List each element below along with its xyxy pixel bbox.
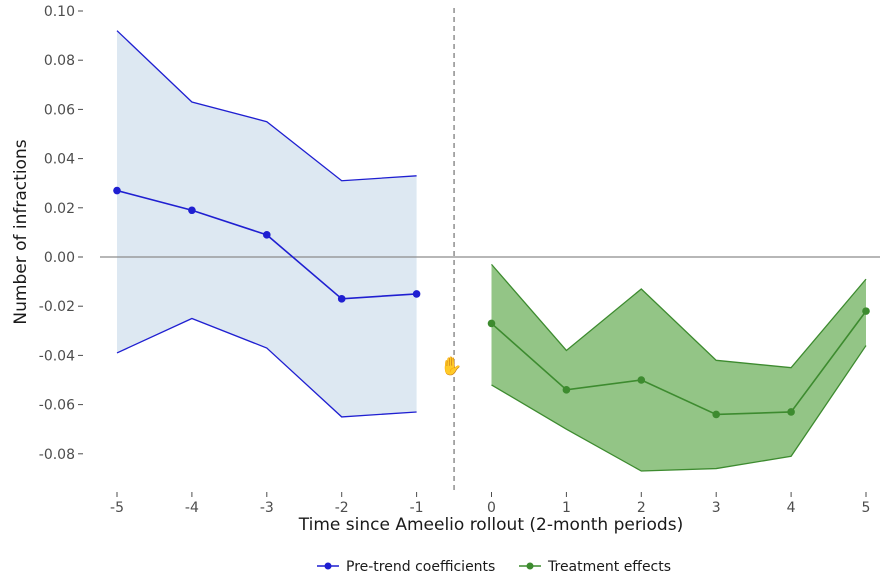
x-tick-label: 0 [487, 500, 496, 516]
x-tick-label: 5 [862, 500, 871, 516]
y-tick-label: -0.02 [39, 299, 75, 315]
x-tick-label: 4 [787, 500, 796, 516]
treatment-estimate-line [490, 310, 867, 416]
x-tick-label: 1 [562, 500, 571, 516]
legend-label-pre-trend: Pre-trend coefficients [346, 559, 495, 575]
x-tick-label: -3 [260, 500, 274, 516]
y-tick-label: 0.00 [44, 250, 75, 266]
pre-trend-confidence-band [117, 30, 417, 417]
y-tick-label: 0.10 [44, 4, 75, 20]
series-lines [113, 30, 870, 472]
x-tick-label: 2 [637, 500, 646, 516]
y-tick-label: 0.04 [44, 152, 75, 168]
treatment-point [562, 386, 571, 394]
treatment-point [787, 408, 795, 416]
y-axis-ticks: 0.10 0.08 0.06 0.04 0.02 0.00 -0.02 -0.04 -0.06 -… [39, 4, 83, 463]
treatment-point [862, 307, 870, 315]
treatment-upper-bound-line [491, 263, 867, 369]
legend-label-treatment: Treatment effects [547, 559, 671, 575]
x-axis-title: Time since Ameelio rollout (2-month peri… [298, 515, 683, 535]
y-tick-label: 0.02 [44, 201, 75, 217]
pre-trend-point [188, 206, 196, 215]
pre-trend-point [263, 231, 271, 239]
x-tick-label: 3 [712, 500, 721, 516]
x-tick-label: -4 [185, 500, 199, 516]
x-axis-ticks: -5 -4 -3 -2 -1 0 1 2 3 4 5 [110, 492, 870, 516]
y-tick-label: 0.08 [44, 53, 75, 69]
y-axis-title: Number of infractions [11, 139, 31, 324]
confidence-bands [117, 30, 866, 472]
y-tick-label: 0.06 [44, 102, 75, 118]
y-tick-label: -0.04 [39, 348, 75, 364]
x-tick-label: -1 [410, 500, 424, 516]
treatment-point [487, 319, 496, 328]
pre-trend-upper-bound-line [116, 30, 417, 182]
pre-trend-lower-bound-line [116, 317, 417, 418]
legend-key-pre-trend-dot [324, 562, 332, 570]
legend-item-pre-trend: Pre-trend coefficients [317, 559, 495, 575]
legend-item-treatment: Treatment effects [519, 559, 671, 575]
legend: Pre-trend coefficients Treatment effects [317, 559, 671, 575]
pre-trend-point [412, 290, 421, 298]
pre-trend-point [337, 295, 346, 303]
x-tick-label: -2 [335, 500, 349, 516]
hand-cursor-icon: ✋ [440, 356, 463, 377]
legend-key-treatment-dot [526, 562, 534, 570]
treatment-lower-bound-line [491, 345, 867, 472]
y-tick-label: -0.08 [39, 447, 75, 463]
treatment-point [637, 376, 646, 384]
x-tick-label: -5 [110, 500, 124, 516]
y-tick-label: -0.06 [39, 398, 75, 414]
pre-trend-point [113, 186, 121, 195]
treatment-point [712, 410, 720, 419]
treatment-confidence-band [491, 264, 866, 472]
